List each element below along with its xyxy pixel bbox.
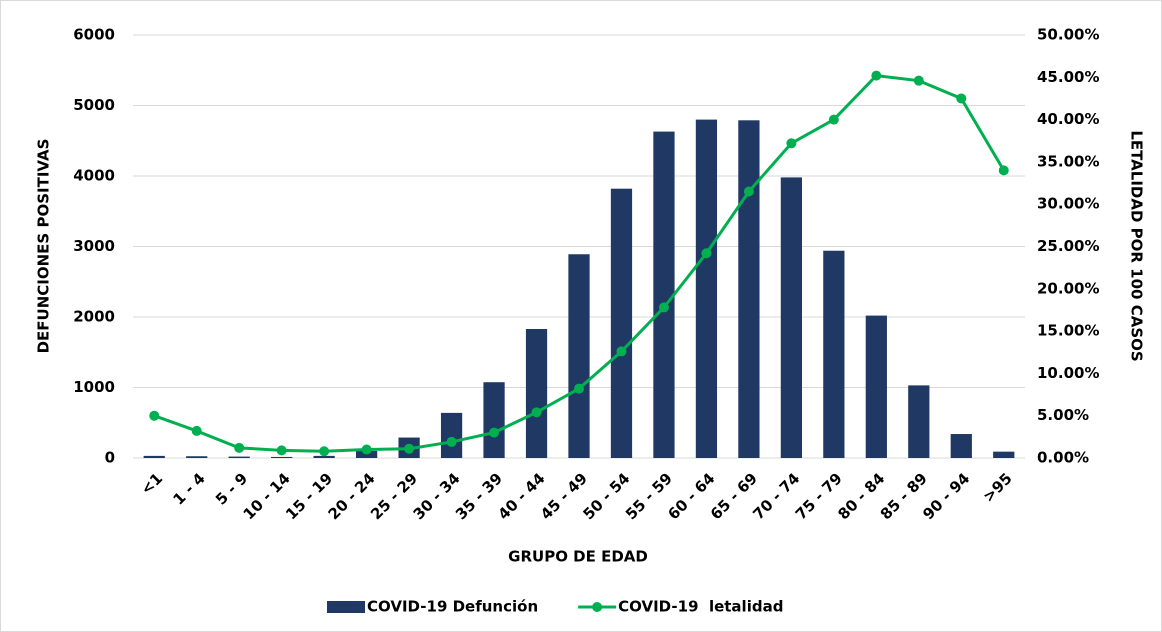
bar <box>950 434 972 458</box>
legend-label: COVID-19 Defunción <box>367 598 538 616</box>
line-point <box>361 444 372 455</box>
bar <box>823 250 845 458</box>
y2-tick-label: 0.00% <box>1037 449 1089 467</box>
bar <box>908 385 930 458</box>
y2-tick-label: 50.00% <box>1037 26 1099 44</box>
line-point <box>149 410 160 421</box>
bar <box>483 382 505 458</box>
line-point <box>404 443 415 454</box>
line-point <box>658 302 669 313</box>
y2-tick-label: 30.00% <box>1037 195 1099 213</box>
bar <box>738 120 760 459</box>
bar <box>143 455 165 458</box>
bar <box>525 328 548 458</box>
bar <box>610 188 633 458</box>
line-point <box>871 70 882 81</box>
bar <box>993 451 1015 458</box>
line-point <box>913 75 924 86</box>
y-tick-label: 5000 <box>73 96 115 114</box>
line-point <box>319 446 330 457</box>
line-point <box>234 442 245 453</box>
bar <box>271 456 293 458</box>
bar <box>186 456 208 458</box>
y-tick-label: 3000 <box>73 237 115 255</box>
line-point <box>743 186 754 197</box>
bar <box>568 254 590 458</box>
line-point <box>276 445 287 456</box>
line-point <box>828 114 839 125</box>
bar <box>653 131 675 458</box>
x-axis-label: GRUPO DE EDAD <box>508 548 648 566</box>
y2-tick-label: 10.00% <box>1037 364 1099 382</box>
y-tick-label: 0 <box>105 449 115 467</box>
line-point <box>446 436 457 447</box>
line-point <box>998 165 1009 176</box>
bar <box>313 455 335 458</box>
line-point <box>701 248 712 259</box>
y-tick-label: 2000 <box>73 308 115 326</box>
line-point <box>786 138 797 149</box>
line-point <box>616 346 627 357</box>
bar <box>865 315 887 458</box>
bar <box>228 456 250 458</box>
legend-label: COVID-19 letalidad <box>618 598 783 616</box>
bar <box>440 412 463 458</box>
y2-tick-label: 35.00% <box>1037 152 1099 170</box>
y2-tick-label: 40.00% <box>1037 110 1099 128</box>
legend-swatch <box>592 602 603 612</box>
line-point <box>191 425 202 436</box>
y2-tick-label: 20.00% <box>1037 279 1099 297</box>
legend-swatch <box>327 601 365 613</box>
line-point <box>531 407 542 418</box>
line-point <box>574 383 584 394</box>
line-point <box>956 93 967 104</box>
y2-tick-label: 5.00% <box>1037 406 1089 424</box>
y-axis-label: DEFUNCIONES POSITIVAS <box>35 139 53 354</box>
line-point <box>489 427 500 438</box>
y2-axis-label: LETALIDAD POR 100 CASOS <box>1128 130 1146 361</box>
y-tick-label: 6000 <box>73 26 115 44</box>
y2-tick-label: 15.00% <box>1037 322 1099 340</box>
y-tick-label: 1000 <box>73 378 115 396</box>
y2-tick-label: 45.00% <box>1037 68 1099 86</box>
bar <box>780 177 802 458</box>
y-tick-label: 4000 <box>73 167 115 185</box>
y2-tick-label: 25.00% <box>1037 237 1099 255</box>
bar <box>695 119 718 458</box>
